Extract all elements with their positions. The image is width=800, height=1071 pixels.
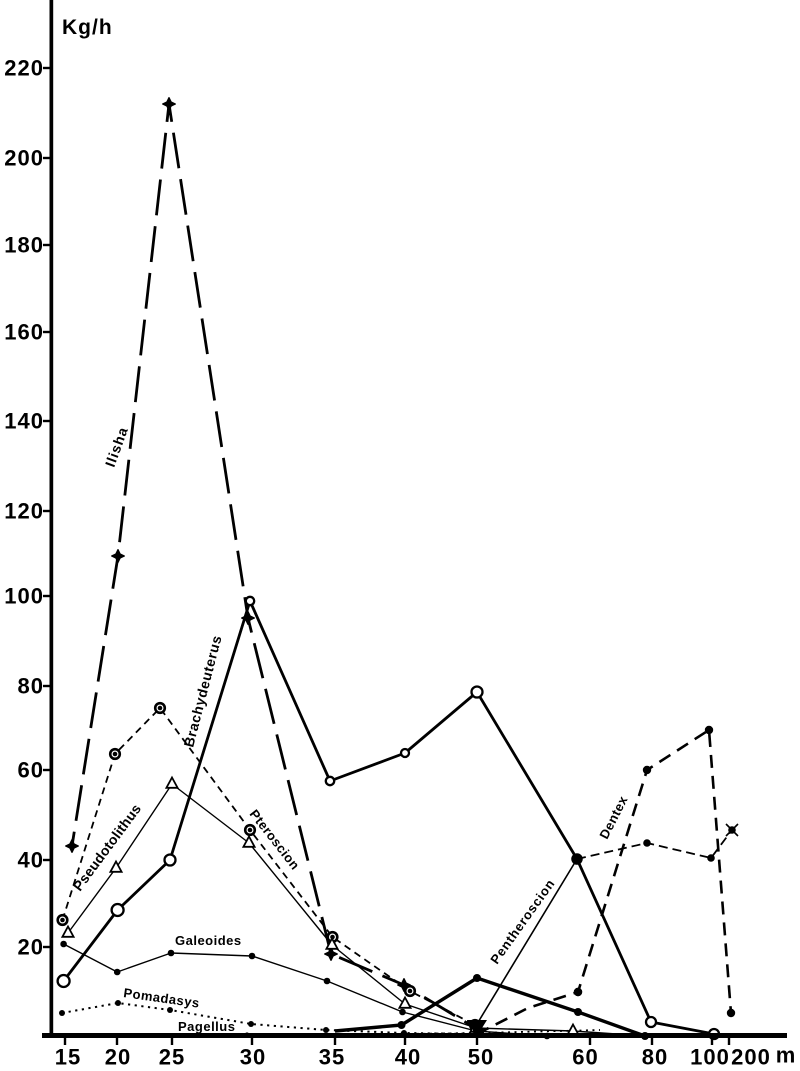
svg-text:200: 200 bbox=[4, 146, 44, 171]
svg-text:200: 200 bbox=[731, 1045, 771, 1070]
svg-text:Galeoides: Galeoides bbox=[175, 933, 242, 948]
svg-text:15: 15 bbox=[55, 1045, 81, 1070]
svg-text:100: 100 bbox=[4, 584, 44, 609]
svg-text:40: 40 bbox=[18, 848, 44, 873]
svg-text:160: 160 bbox=[4, 320, 44, 345]
svg-text:120: 120 bbox=[4, 499, 44, 524]
svg-text:Pagellus: Pagellus bbox=[178, 1019, 235, 1034]
svg-text:80: 80 bbox=[18, 674, 44, 699]
svg-text:20: 20 bbox=[18, 935, 44, 960]
svg-text:20: 20 bbox=[105, 1045, 131, 1070]
svg-text:Kg/h: Kg/h bbox=[62, 16, 113, 39]
svg-text:80: 80 bbox=[642, 1045, 668, 1070]
svg-text:40: 40 bbox=[395, 1045, 421, 1070]
svg-text:50: 50 bbox=[468, 1045, 494, 1070]
svg-text:100: 100 bbox=[690, 1045, 730, 1070]
svg-text:60: 60 bbox=[572, 1045, 598, 1070]
svg-text:180: 180 bbox=[4, 233, 44, 258]
svg-text:m: m bbox=[776, 1043, 797, 1068]
svg-text:220: 220 bbox=[4, 56, 44, 81]
svg-text:30: 30 bbox=[240, 1045, 266, 1070]
svg-text:25: 25 bbox=[159, 1045, 185, 1070]
svg-text:140: 140 bbox=[4, 409, 44, 434]
svg-text:35: 35 bbox=[319, 1045, 345, 1070]
svg-text:60: 60 bbox=[18, 758, 44, 783]
